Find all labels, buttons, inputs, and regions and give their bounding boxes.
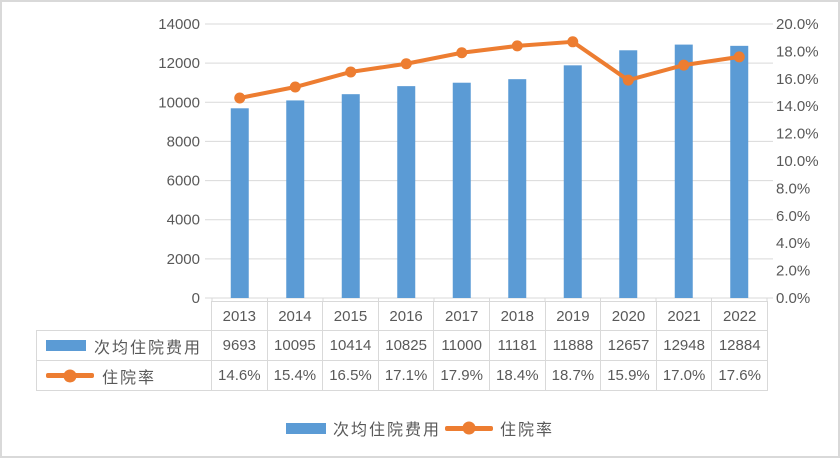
right-axis-tick-label: 14.0% xyxy=(776,98,819,115)
chart-legend: 次均住院费用 住院率 xyxy=(2,414,838,442)
right-axis-tick-label: 0.0% xyxy=(776,290,810,307)
bar-series-legend-icon xyxy=(285,422,326,434)
data-table-series-rows: 次均住院费用 9693 10095 10414 10825 11000 11181 11888… xyxy=(36,330,768,391)
marker-2013 xyxy=(234,92,246,104)
line-series-legend-label: 住院率 xyxy=(500,422,555,439)
table-value-cell: 11000 xyxy=(434,331,489,360)
marker-2015 xyxy=(345,66,357,78)
right-axis-tick-label: 2.0% xyxy=(776,263,810,280)
table-year-cell: 2015 xyxy=(323,302,378,330)
marker-2022 xyxy=(733,51,745,63)
table-year-cell: 2021 xyxy=(656,302,712,330)
marker-2014 xyxy=(289,81,301,93)
right-axis-tick-label: 6.0% xyxy=(776,208,810,225)
marker-2021 xyxy=(678,59,690,71)
bar-2019 xyxy=(563,65,582,298)
bar-series-legend-label: 次均住院费用 xyxy=(332,422,441,439)
left-axis-tick-label: 2000 xyxy=(167,251,200,268)
table-year-cell: 2020 xyxy=(601,302,656,330)
table-row-header-bar: 次均住院费用 xyxy=(37,331,211,360)
marker-2020 xyxy=(622,74,634,86)
bar-2016 xyxy=(397,86,416,298)
table-value-cell: 10095 xyxy=(267,331,323,360)
table-year-cell: 2014 xyxy=(267,302,323,330)
table-value-cell: 11181 xyxy=(489,331,545,360)
bar-2020 xyxy=(619,50,638,299)
table-year-cell: 2019 xyxy=(545,302,601,330)
table-value-cell: 15.9% xyxy=(601,361,656,390)
bar-2014 xyxy=(286,100,305,299)
combo-chart-plot: 14000 12000 10000 8000 6000 4000 2000 0 20.0% 18.… xyxy=(158,16,819,307)
table-value-cell: 17.1% xyxy=(378,361,434,390)
table-value-cell: 17.9% xyxy=(434,361,489,390)
bar-2022 xyxy=(730,45,749,299)
table-value-cell: 18.4% xyxy=(489,361,545,390)
table-value-cell: 14.6% xyxy=(212,361,267,390)
right-axis-tick-label: 18.0% xyxy=(776,43,819,60)
line-series-table-icon xyxy=(46,373,94,378)
right-axis-tick-label: 12.0% xyxy=(776,126,819,143)
table-value-cell: 15.4% xyxy=(267,361,323,390)
left-axis-tick-label: 14000 xyxy=(158,16,200,33)
marker-2019 xyxy=(567,36,579,48)
table-year-cell: 2018 xyxy=(489,302,545,330)
left-axis-tick-label: 8000 xyxy=(167,133,200,150)
table-value-cell: 10414 xyxy=(323,331,378,360)
left-axis-tick-label: 0 xyxy=(192,290,200,307)
bar-2017 xyxy=(452,82,471,298)
bar-2015 xyxy=(341,94,360,299)
left-axis-tick-label: 6000 xyxy=(167,173,200,190)
table-value-cell: 12948 xyxy=(656,331,712,360)
bar-2013 xyxy=(230,108,249,298)
right-axis-tick-label: 20.0% xyxy=(776,16,819,33)
table-year-cell: 2016 xyxy=(378,302,434,330)
table-value-cell: 17.6% xyxy=(712,361,767,390)
table-value-cell: 9693 xyxy=(212,331,267,360)
table-value-cell: 12884 xyxy=(712,331,767,360)
right-axis-tick-label: 10.0% xyxy=(776,153,819,170)
bar-series-table-icon xyxy=(46,340,86,351)
line-series-legend-icon xyxy=(445,425,493,431)
table-value-cell: 17.0% xyxy=(656,361,712,390)
table-value-cell: 10825 xyxy=(378,331,434,360)
table-value-cell: 18.7% xyxy=(545,361,601,390)
table-row-label: 次均住院费用 xyxy=(94,339,203,357)
left-axis-tick-label: 4000 xyxy=(167,212,200,229)
table-value-cell: 12657 xyxy=(601,331,656,360)
marker-2017 xyxy=(456,47,468,59)
left-axis-tick-label: 12000 xyxy=(158,55,200,72)
table-year-cell: 2013 xyxy=(212,302,267,330)
right-axis-tick-label: 16.0% xyxy=(776,71,819,88)
table-year-cell: 2022 xyxy=(712,302,767,330)
right-axis-tick-label: 8.0% xyxy=(776,180,810,197)
table-row-header-line: 住院率 xyxy=(37,361,211,390)
bar-2018 xyxy=(508,79,527,298)
marker-2018 xyxy=(511,40,523,52)
bar-2021 xyxy=(674,44,693,298)
data-table-years-row: 2013 2014 2015 2016 2017 2018 2019 2020 2021 2022 xyxy=(211,301,768,331)
right-axis-tick-label: 4.0% xyxy=(776,235,810,252)
table-value-cell: 11888 xyxy=(545,331,601,360)
marker-2016 xyxy=(400,58,412,70)
left-axis-tick-label: 10000 xyxy=(158,94,200,111)
table-value-cell: 16.5% xyxy=(323,361,378,390)
table-year-cell: 2017 xyxy=(434,302,489,330)
rate-line xyxy=(237,39,742,100)
table-row-label: 住院率 xyxy=(102,369,157,387)
